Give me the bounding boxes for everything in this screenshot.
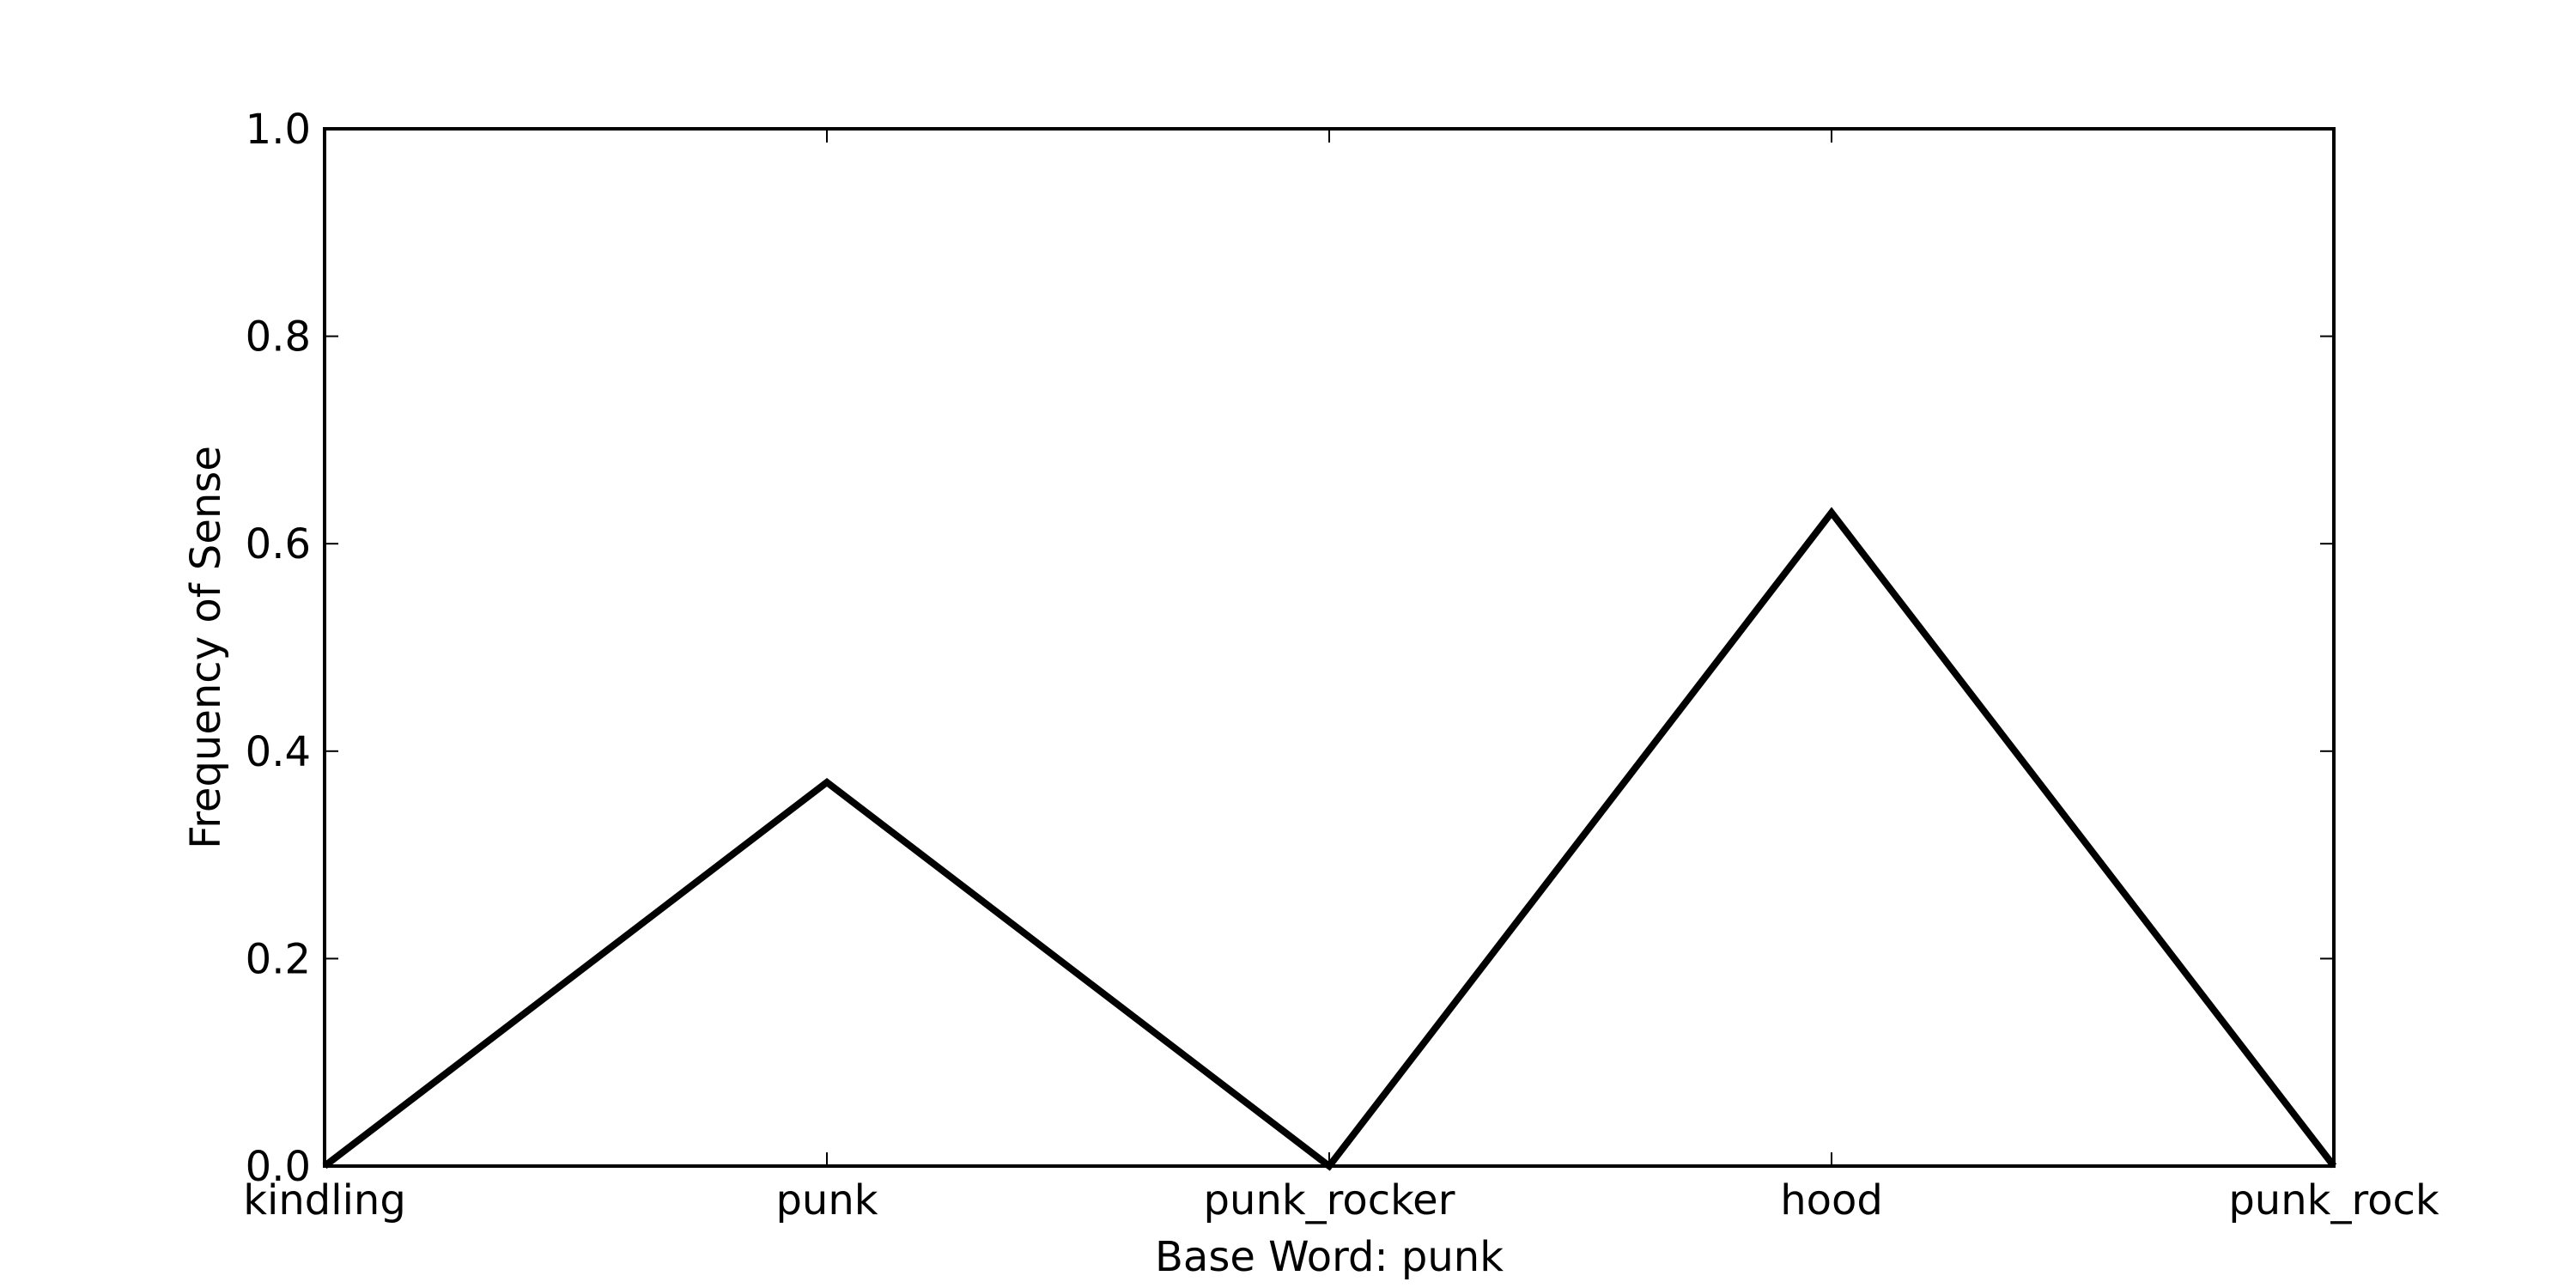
y-axis-label: Frequency of Sense (182, 446, 230, 849)
y-tick-label: 0.8 (246, 313, 311, 361)
x-axis-ticks: kindling punk punk_rocker hood punk_rock (243, 129, 2439, 1224)
x-tick-label: punk_rock (2228, 1176, 2439, 1224)
x-tick-label: punk_rocker (1204, 1176, 1455, 1224)
y-tick-label: 0.4 (246, 728, 311, 776)
axes-frame (323, 127, 2336, 1168)
y-axis-ticks: 0.0 0.2 0.4 0.6 0.8 1.0 (246, 106, 2334, 1191)
y-tick-label: 0.6 (246, 520, 311, 568)
x-axis-label: Base Word: punk (1155, 1233, 1504, 1281)
x-tick-label: kindling (243, 1176, 406, 1224)
y-tick-label: 1.0 (246, 106, 311, 154)
y-tick-label: 0.2 (246, 935, 311, 983)
x-tick-label: hood (1780, 1176, 1883, 1224)
y-tick-label: 0.0 (246, 1143, 311, 1191)
x-tick-label: punk (775, 1176, 878, 1224)
